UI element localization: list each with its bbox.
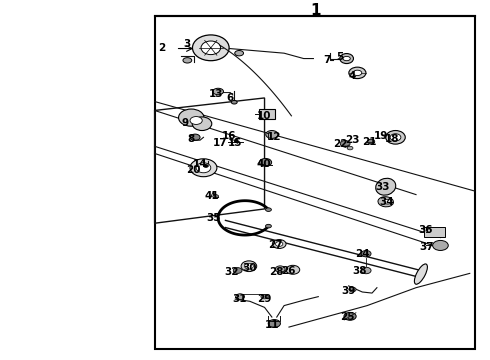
Ellipse shape <box>349 287 356 292</box>
Ellipse shape <box>275 242 283 246</box>
Ellipse shape <box>233 267 242 273</box>
Text: 9: 9 <box>182 118 189 128</box>
Ellipse shape <box>378 197 393 207</box>
Text: 13: 13 <box>208 89 223 99</box>
Text: 6: 6 <box>227 93 234 103</box>
Ellipse shape <box>183 58 192 63</box>
Text: 38: 38 <box>353 266 367 275</box>
Text: 20: 20 <box>187 165 201 175</box>
Ellipse shape <box>203 165 208 167</box>
Ellipse shape <box>344 312 356 320</box>
Text: 3: 3 <box>184 39 191 49</box>
Bar <box>424 227 445 237</box>
Ellipse shape <box>268 320 280 328</box>
Text: 40: 40 <box>256 159 271 169</box>
Ellipse shape <box>433 240 448 251</box>
Ellipse shape <box>384 199 392 204</box>
Ellipse shape <box>196 163 211 173</box>
Ellipse shape <box>275 266 285 272</box>
Ellipse shape <box>415 264 427 284</box>
Bar <box>259 109 275 119</box>
Text: 33: 33 <box>375 183 390 193</box>
Ellipse shape <box>213 88 223 95</box>
Text: 8: 8 <box>188 134 195 144</box>
Ellipse shape <box>236 294 245 300</box>
Text: 11: 11 <box>265 320 279 330</box>
Text: 41: 41 <box>204 192 219 201</box>
Ellipse shape <box>190 159 217 177</box>
Ellipse shape <box>241 261 257 271</box>
Text: 32: 32 <box>224 267 239 276</box>
Ellipse shape <box>349 67 366 78</box>
Text: 31: 31 <box>232 294 246 304</box>
Bar <box>155 15 475 348</box>
Text: 17: 17 <box>213 138 228 148</box>
Text: 36: 36 <box>418 225 433 235</box>
Text: 39: 39 <box>342 285 356 296</box>
Ellipse shape <box>386 131 405 144</box>
Ellipse shape <box>361 267 371 274</box>
Ellipse shape <box>190 134 200 140</box>
Text: 16: 16 <box>222 131 237 140</box>
Text: 1: 1 <box>311 3 321 18</box>
Text: 35: 35 <box>206 213 220 223</box>
Ellipse shape <box>376 178 396 195</box>
Ellipse shape <box>340 54 353 64</box>
Ellipse shape <box>272 239 286 248</box>
Ellipse shape <box>213 195 219 198</box>
Text: 37: 37 <box>419 242 434 252</box>
Text: 28: 28 <box>270 267 284 276</box>
Text: 7: 7 <box>323 55 331 66</box>
Text: 2: 2 <box>158 43 166 53</box>
Text: 10: 10 <box>257 111 272 121</box>
Text: 18: 18 <box>384 134 399 144</box>
Text: 29: 29 <box>257 294 272 304</box>
Text: 12: 12 <box>267 132 282 142</box>
Ellipse shape <box>235 50 244 56</box>
Text: 15: 15 <box>228 138 243 148</box>
Text: 26: 26 <box>281 266 295 275</box>
Ellipse shape <box>259 158 271 166</box>
Ellipse shape <box>201 41 220 55</box>
Ellipse shape <box>390 134 401 141</box>
Ellipse shape <box>353 70 362 76</box>
Text: 34: 34 <box>379 197 394 207</box>
Ellipse shape <box>231 100 237 104</box>
Text: 23: 23 <box>345 135 360 145</box>
Ellipse shape <box>343 57 350 61</box>
Text: 25: 25 <box>341 312 355 322</box>
Ellipse shape <box>178 109 204 126</box>
Ellipse shape <box>368 139 375 144</box>
Text: 24: 24 <box>355 249 369 259</box>
Ellipse shape <box>340 140 350 147</box>
Ellipse shape <box>347 146 353 150</box>
Text: 19: 19 <box>374 131 388 140</box>
Ellipse shape <box>266 131 278 138</box>
Ellipse shape <box>261 294 268 299</box>
Ellipse shape <box>286 265 300 274</box>
Text: 21: 21 <box>362 136 377 147</box>
Ellipse shape <box>192 117 212 131</box>
Ellipse shape <box>245 264 253 269</box>
Ellipse shape <box>266 224 271 228</box>
Ellipse shape <box>190 117 202 125</box>
Text: 30: 30 <box>243 263 257 273</box>
Text: 5: 5 <box>337 52 344 62</box>
Ellipse shape <box>234 139 238 143</box>
Text: 14: 14 <box>193 159 207 169</box>
Text: 22: 22 <box>333 139 347 149</box>
Ellipse shape <box>193 35 229 61</box>
Text: 27: 27 <box>268 240 283 250</box>
Text: 4: 4 <box>349 71 356 81</box>
Ellipse shape <box>361 251 371 257</box>
Ellipse shape <box>266 208 271 211</box>
